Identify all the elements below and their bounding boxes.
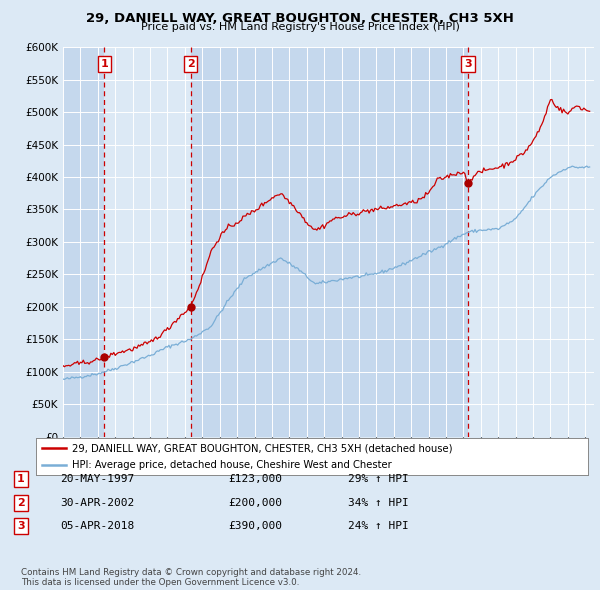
Text: £200,000: £200,000: [228, 498, 282, 507]
Text: 24% ↑ HPI: 24% ↑ HPI: [348, 522, 409, 531]
Text: Contains HM Land Registry data © Crown copyright and database right 2024.
This d: Contains HM Land Registry data © Crown c…: [21, 568, 361, 587]
Text: 1: 1: [17, 474, 25, 484]
Text: Price paid vs. HM Land Registry's House Price Index (HPI): Price paid vs. HM Land Registry's House …: [140, 22, 460, 32]
Text: £123,000: £123,000: [228, 474, 282, 484]
Bar: [468, 47, 594, 437]
Text: 30-APR-2002: 30-APR-2002: [60, 498, 134, 507]
Text: 2: 2: [17, 498, 25, 507]
Bar: [104, 47, 191, 437]
Text: 3: 3: [17, 522, 25, 531]
Text: 20-MAY-1997: 20-MAY-1997: [60, 474, 134, 484]
Text: 1: 1: [101, 59, 109, 69]
Text: HPI: Average price, detached house, Cheshire West and Chester: HPI: Average price, detached house, Ches…: [72, 460, 392, 470]
Text: 29% ↑ HPI: 29% ↑ HPI: [348, 474, 409, 484]
Text: 3: 3: [464, 59, 472, 69]
Text: 34% ↑ HPI: 34% ↑ HPI: [348, 498, 409, 507]
Text: 29, DANIELL WAY, GREAT BOUGHTON, CHESTER, CH3 5XH: 29, DANIELL WAY, GREAT BOUGHTON, CHESTER…: [86, 12, 514, 25]
Text: £390,000: £390,000: [228, 522, 282, 531]
Text: 2: 2: [187, 59, 194, 69]
Bar: [191, 47, 468, 437]
Text: 29, DANIELL WAY, GREAT BOUGHTON, CHESTER, CH3 5XH (detached house): 29, DANIELL WAY, GREAT BOUGHTON, CHESTER…: [72, 443, 452, 453]
Bar: [63, 47, 104, 437]
Text: 05-APR-2018: 05-APR-2018: [60, 522, 134, 531]
